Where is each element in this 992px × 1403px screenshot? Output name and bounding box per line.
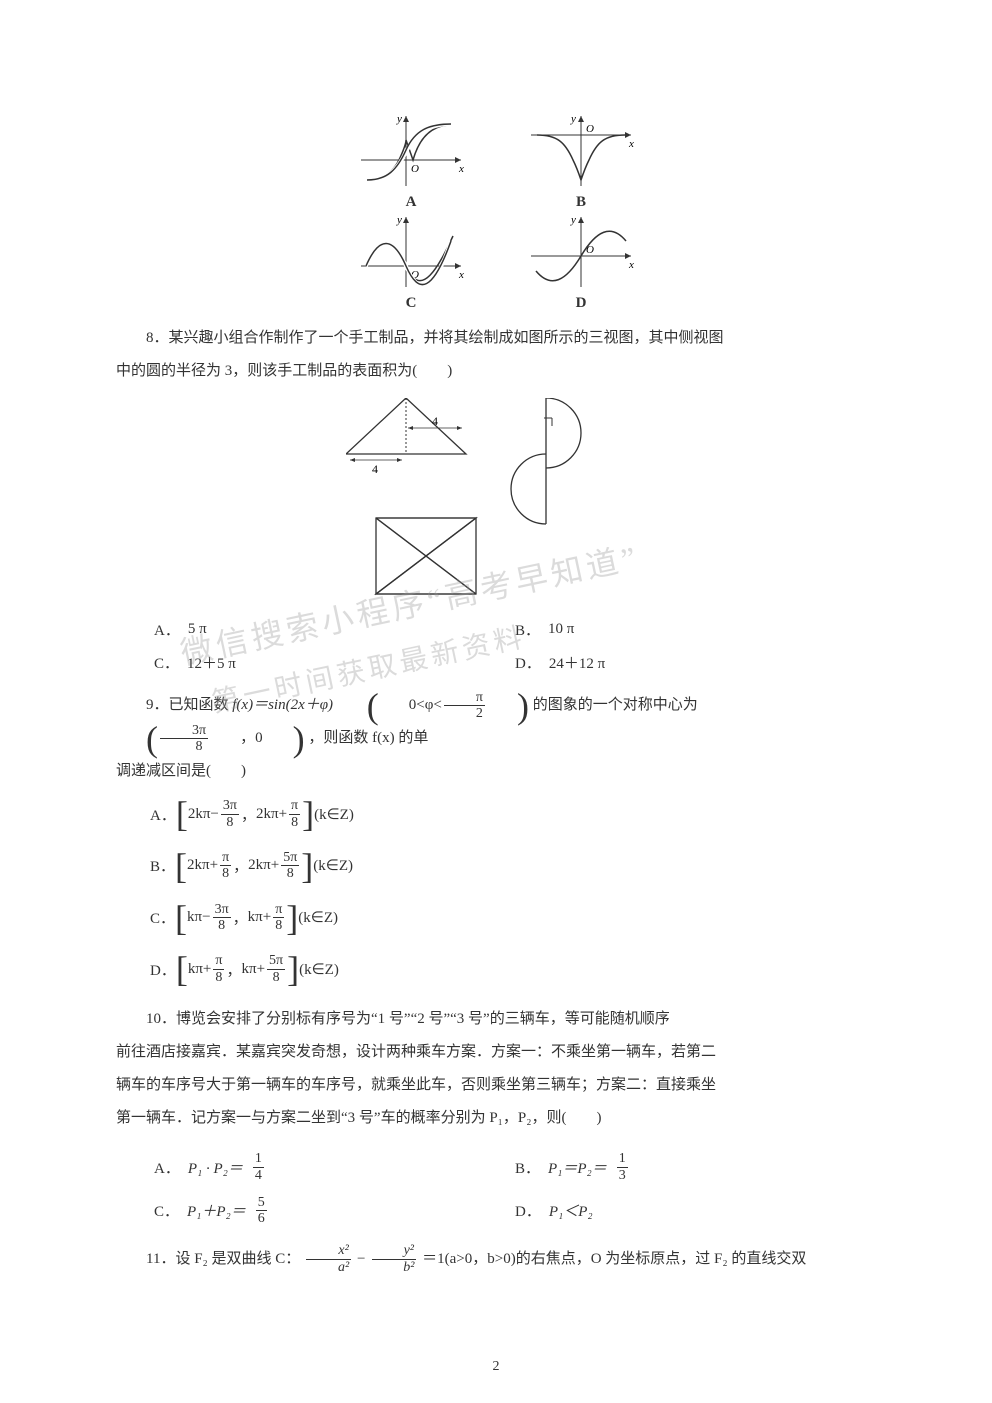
graph-a-label: A [406,194,417,211]
svg-text:O: O [586,123,594,135]
graph-a: x y O A [351,110,471,211]
svg-text:x: x [458,269,464,281]
graph-d-label: D [576,295,587,312]
q10-opt-c: C． P₁＋P₂＝ 56 [154,1189,515,1233]
opt-label: C． [154,1200,179,1221]
q8-opt-c: C．12＋5 π [154,646,515,679]
q9-options: A． [ 2kπ−3π8 ， 2kπ+π8 ] (k∈Z) B． [ 2kπ+π… [116,788,876,995]
graph-d: x y O D [521,211,641,312]
svg-text:x: x [628,138,634,150]
graph-b: x y O B [521,110,641,211]
q9-text2: 调递减区间是( ) [116,755,876,788]
q8-opt-b: B．10 π [515,613,876,646]
q10-text2: 前往酒店接嘉宾．某嘉宾突发奇想，设计两种乘车方案．方案一：不乘坐第一辆车，若第二 [116,1036,876,1069]
q8-opt-d: D．24＋12 π [515,646,876,679]
opt-label: B． [515,1157,540,1178]
q9-text: 9．已知函数 f(x)＝sin(2x＋φ) ( 0<φ< π2 ) 的图象的一个… [116,689,876,755]
svg-text:y: y [570,214,576,226]
opt-label: B． [515,619,540,640]
q9-opt-c: C． [ kπ−3π8 ， kπ+π8 ] (k∈Z) [116,892,876,944]
svg-text:O: O [411,163,419,175]
q8-opt-a: A．5 π [154,613,515,646]
q10-text3: 辆车的车序号大于第一辆车的车序号，就乘坐此车，否则乘坐第三辆车；方案二：直接乘坐 [116,1069,876,1102]
svg-text:y: y [570,113,576,125]
graphs-abcd: x y O A x y O [116,110,876,312]
page-number: 2 [0,1359,992,1375]
svg-text:4: 4 [372,462,378,476]
q9-opt-a: A． [ 2kπ−3π8 ， 2kπ+π8 ] (k∈Z) [116,788,876,840]
svg-text:y: y [396,214,402,226]
q10-opt-d: D． P₁＜P₂ [515,1189,876,1233]
q8-text1: 8．某兴趣小组合作制作了一个手工制品，并将其绘制成如图所示的三视图，其中侧视图 [116,322,876,355]
opt-label: D． [515,1200,541,1221]
q10-opt-a: A． P₁ · P₂＝ 14 [154,1145,515,1189]
opt-label: A． [154,619,180,640]
q8-options: A．5 π B．10 π C．12＋5 π D．24＋12 π [116,613,876,679]
graph-c-label: C [406,295,417,312]
opt-label: D． [150,959,176,980]
q11-text: 11．设 F₂ 是双曲线 C： x²a² − y²b² ＝1(a>0，b>0)的… [116,1243,876,1276]
opt-label: B． [150,855,175,876]
q10-text1: 10．博览会安排了分别标有序号为“1 号”“2 号”“3 号”的三辆车，等可能随… [116,1003,876,1036]
q10-text4: 第一辆车．记方案一与方案二坐到“3 号”车的概率分别为 P₁，P₂，则( ) [116,1102,876,1135]
q8-figure: 4 4 [116,398,876,603]
q10-opt-b: B． P₁＝P₂＝ 13 [515,1145,876,1189]
opt-label: C． [150,907,175,928]
q10-options: A． P₁ · P₂＝ 14 B． P₁＝P₂＝ 13 C． P₁＋P₂＝ 56… [116,1145,876,1233]
q8-text2: 中的圆的半径为 3，则该手工制品的表面积为( ) [116,355,876,388]
graph-b-label: B [576,194,586,211]
q9-opt-d: D． [ kπ+π8 ， kπ+5π8 ] (k∈Z) [116,943,876,995]
q9-opt-b: B． [ 2kπ+π8 ， 2kπ+5π8 ] (k∈Z) [116,840,876,892]
svg-text:x: x [458,163,464,175]
opt-label: C． [154,652,179,673]
svg-text:y: y [396,113,402,125]
opt-label: A． [154,1157,180,1178]
opt-label: D． [515,652,541,673]
graph-c: x y O C [351,211,471,312]
svg-text:4: 4 [432,414,438,428]
svg-text:x: x [628,259,634,271]
opt-label: A． [150,804,176,825]
